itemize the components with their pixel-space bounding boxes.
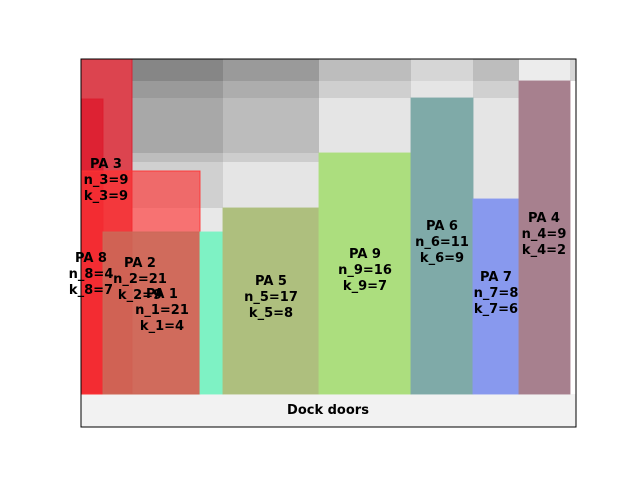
pa6-area [410, 97, 474, 395]
pa6-label-line: PA 6 [426, 219, 458, 234]
pa5-label: PA 5 n_5=17 k_5=8 [244, 274, 298, 321]
grey-background-layer [81, 59, 576, 394]
pa7-label-line: k_7=6 [474, 302, 518, 317]
pa5-label-line: n_5=17 [244, 290, 298, 305]
pa9-label-line: PA 9 [349, 247, 381, 262]
dock-strip [81, 394, 576, 427]
pa5-label-line: PA 5 [255, 274, 287, 289]
pa2-label: PA 2 n_2=21 k_2=9 [113, 256, 167, 303]
pa4-label-line: PA 4 [528, 211, 560, 226]
pa4-label: PA 4 n_4=9 k_4=2 [522, 211, 567, 258]
storage-areas: PA 8 n_8=4 k_8=7PA 3 n_3=9 k_3=9PA 2 n_2=21 k_… [69, 58, 571, 395]
pa9-area [318, 152, 412, 395]
pa9-label-line: n_9=16 [338, 263, 392, 278]
pa7-label: PA 7 n_7=8 k_7=6 [474, 270, 519, 317]
pa2-label-line: n_2=21 [113, 272, 167, 287]
pa8-label-line: n_8=4 [69, 267, 114, 282]
pa1-label-line: n_1=21 [135, 303, 189, 318]
pa8-label-line: k_8=7 [69, 283, 113, 298]
pa3-label-line: k_3=9 [84, 189, 128, 204]
pa8-label: PA 8 n_8=4 k_8=7 [69, 251, 114, 298]
pa3-label: PA 3 n_3=9 k_3=9 [84, 157, 129, 204]
pa4-label-line: n_4=9 [522, 227, 567, 242]
pa6-label-line: k_6=9 [420, 251, 464, 266]
pa2-area [102, 231, 201, 395]
pa4-area [518, 80, 571, 395]
pa1-label: PA 1 n_1=21 k_1=4 [135, 287, 189, 334]
plot-frame [80, 58, 577, 428]
pa5-area [222, 207, 320, 395]
pa6-label: PA 6 n_6=11 k_6=9 [415, 219, 469, 266]
pa3-label-line: PA 3 [90, 157, 122, 172]
pa7-label-line: PA 7 [480, 270, 512, 285]
pa4-label-line: k_4=2 [522, 243, 566, 258]
pa1-area [199, 231, 224, 395]
pa8-label-line: PA 8 [75, 251, 107, 266]
pa6-label-line: n_6=11 [415, 235, 469, 250]
pa7-area [472, 198, 520, 395]
pa7-label-line: n_7=8 [474, 286, 519, 301]
pa2-label-line: PA 2 [124, 256, 156, 271]
pa1-label-line: PA 1 [146, 287, 178, 302]
pa5-label-line: k_5=8 [249, 306, 293, 321]
dock-doors-label: Dock doors [287, 403, 369, 418]
pa9-label: PA 9 n_9=16 k_9=7 [338, 247, 392, 294]
pa3-label-line: n_3=9 [84, 173, 129, 188]
pa2-label-line: k_2=9 [118, 288, 162, 303]
pa9-label-line: k_9=7 [343, 279, 387, 294]
pa1-label-line: k_1=4 [140, 319, 184, 334]
